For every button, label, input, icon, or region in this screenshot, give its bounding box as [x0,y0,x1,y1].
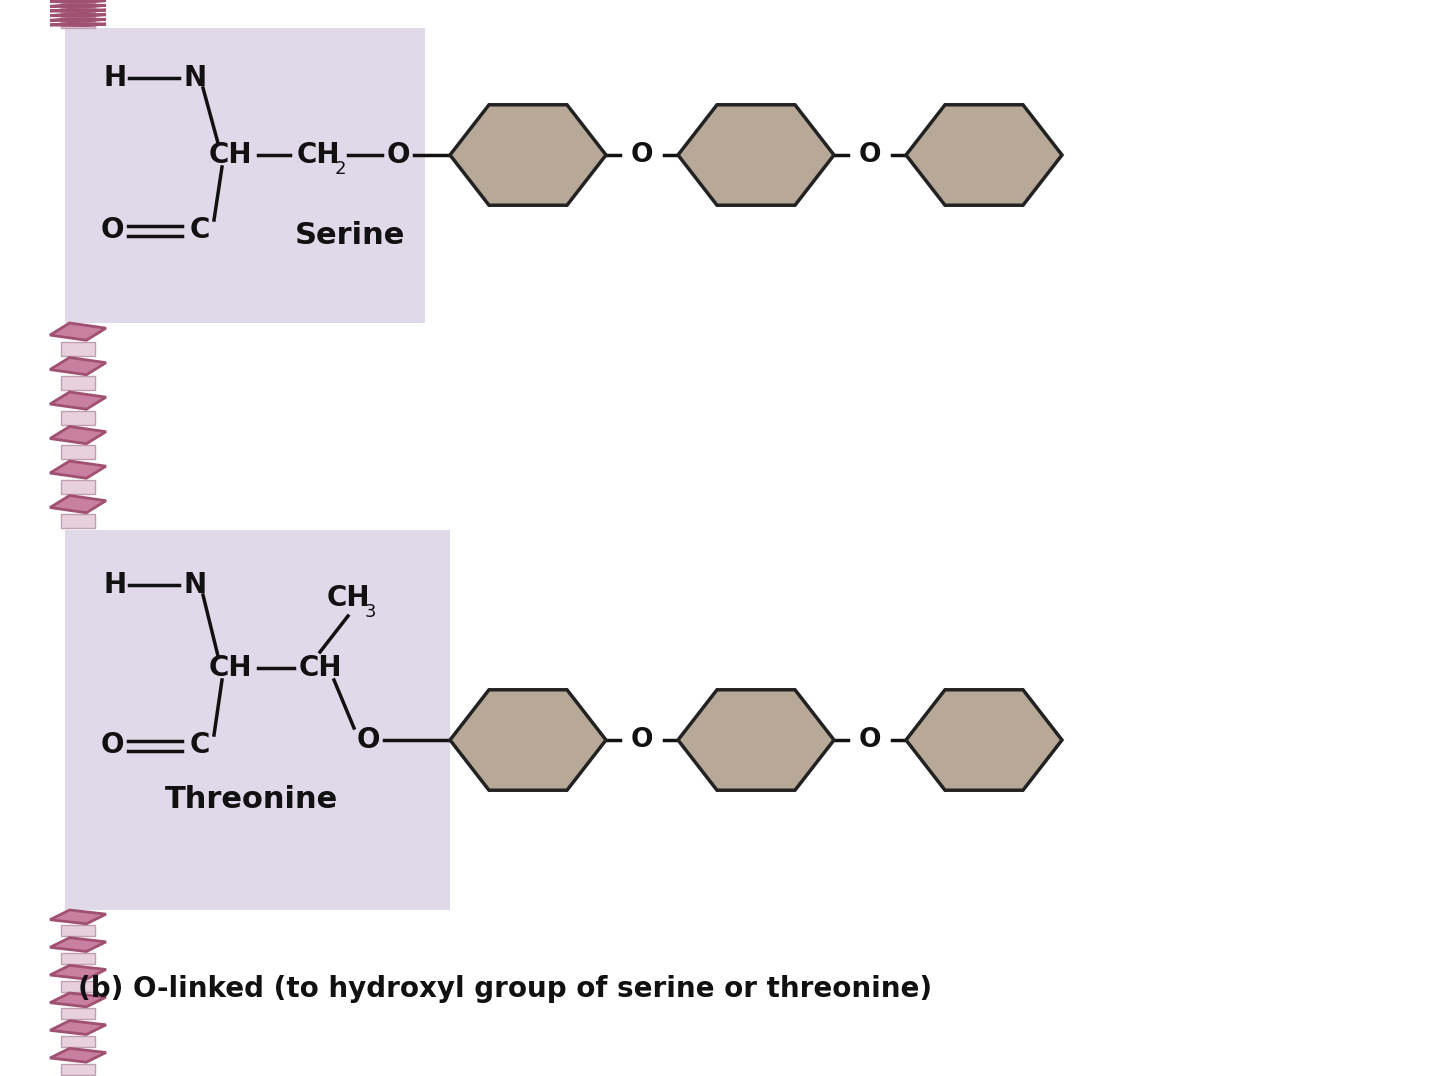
Polygon shape [60,2,95,4]
Polygon shape [60,980,95,992]
Polygon shape [50,24,107,26]
Text: CH: CH [297,141,340,169]
Polygon shape [449,690,606,790]
Polygon shape [678,690,834,790]
Polygon shape [50,1021,107,1034]
Polygon shape [60,480,95,494]
Polygon shape [50,965,107,979]
Text: O: O [858,727,881,753]
Polygon shape [906,690,1063,790]
Polygon shape [906,104,1063,206]
Polygon shape [50,0,107,2]
Text: H: H [104,63,127,93]
Polygon shape [50,323,107,340]
Polygon shape [60,12,95,14]
Polygon shape [50,4,107,8]
Polygon shape [60,22,95,23]
Polygon shape [50,993,107,1007]
Text: Serine: Serine [295,221,406,250]
Polygon shape [50,496,107,513]
Text: CH: CH [209,141,252,169]
Polygon shape [50,461,107,478]
Polygon shape [50,1048,107,1062]
Polygon shape [60,1008,95,1019]
Text: 2: 2 [334,160,346,178]
Polygon shape [678,104,834,206]
Polygon shape [60,953,95,964]
Polygon shape [50,357,107,374]
Polygon shape [50,14,107,16]
Polygon shape [60,1036,95,1047]
Text: 3: 3 [364,603,376,621]
Text: CH: CH [209,654,252,682]
Polygon shape [50,937,107,951]
Polygon shape [60,26,95,28]
Text: N: N [183,63,206,93]
Polygon shape [60,1063,95,1075]
Text: O: O [356,726,380,754]
Polygon shape [60,16,95,18]
Polygon shape [60,377,95,391]
Polygon shape [50,18,107,22]
Polygon shape [50,392,107,409]
Text: O: O [631,727,654,753]
Text: N: N [183,571,206,599]
Polygon shape [60,514,95,528]
Polygon shape [449,104,606,206]
FancyBboxPatch shape [65,28,425,323]
Polygon shape [60,342,95,356]
Polygon shape [60,445,95,459]
Text: C: C [190,731,210,759]
Polygon shape [50,426,107,443]
Text: CH: CH [298,654,341,682]
Polygon shape [50,910,107,924]
Text: O: O [386,141,410,169]
Polygon shape [60,411,95,425]
Text: C: C [190,216,210,244]
Text: O: O [858,142,881,168]
Text: O: O [101,216,124,244]
Polygon shape [60,925,95,936]
FancyBboxPatch shape [65,530,449,910]
Polygon shape [60,8,95,9]
Text: H: H [104,571,127,599]
Text: O: O [101,731,124,759]
Text: (b) O-linked (to hydroxyl group of serine or threonine): (b) O-linked (to hydroxyl group of serin… [78,975,932,1003]
Text: Threonine: Threonine [166,785,338,815]
Text: CH: CH [327,584,370,612]
Text: O: O [631,142,654,168]
Polygon shape [50,10,107,12]
